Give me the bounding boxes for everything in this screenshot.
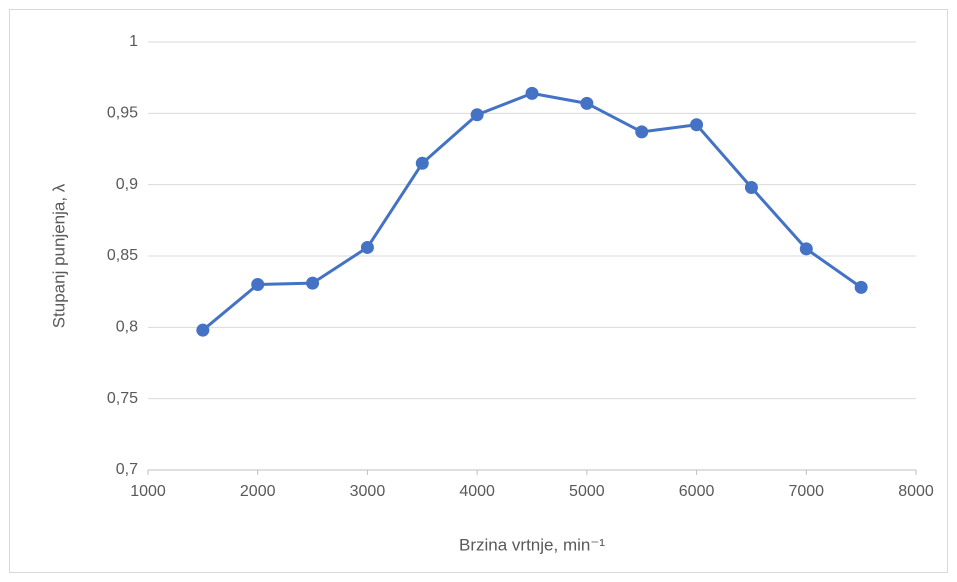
y-tick-label: 0,75 xyxy=(107,390,138,407)
x-tick-label: 4000 xyxy=(459,483,495,500)
x-tick-label: 7000 xyxy=(788,483,824,500)
y-tick-label: 0,8 xyxy=(116,319,138,336)
data-point xyxy=(306,276,320,290)
data-point xyxy=(744,181,758,195)
y-tick-label: 0,7 xyxy=(116,461,138,478)
data-point xyxy=(360,240,374,254)
y-axis-title: Stupanj punjenja, λ xyxy=(49,183,68,328)
data-point xyxy=(635,125,649,139)
chart-frame xyxy=(9,9,948,573)
data-point xyxy=(580,96,594,110)
x-axis-title: Brzina vrtnje, min⁻¹ xyxy=(459,535,605,554)
data-point xyxy=(854,280,868,294)
y-tick-label: 0,9 xyxy=(116,176,138,193)
y-tick-label: 1 xyxy=(129,33,138,50)
data-point xyxy=(470,108,484,122)
x-tick-label: 6000 xyxy=(679,483,715,500)
y-tick-label: 0,95 xyxy=(107,105,138,122)
data-point xyxy=(525,86,539,100)
data-point xyxy=(415,156,429,170)
data-point xyxy=(799,242,813,256)
data-point xyxy=(196,323,210,337)
x-tick-label: 5000 xyxy=(569,483,605,500)
data-point xyxy=(251,278,265,292)
x-tick-label: 3000 xyxy=(350,483,386,500)
y-tick-label: 0,85 xyxy=(107,247,138,264)
x-tick-label: 2000 xyxy=(240,483,276,500)
x-tick-label: 1000 xyxy=(130,483,166,500)
x-tick-label: 8000 xyxy=(898,483,934,500)
data-point xyxy=(690,118,704,132)
